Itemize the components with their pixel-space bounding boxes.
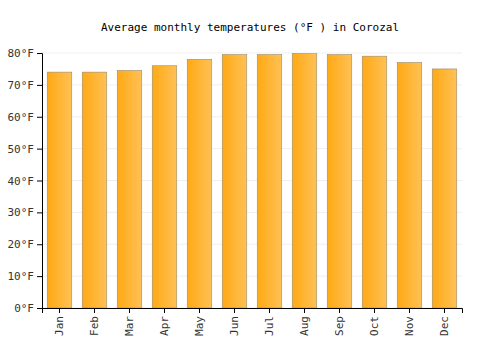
x-tick-label: Mar: [123, 316, 136, 336]
x-tick-label: Apr: [158, 316, 171, 336]
x-tick-label: Sep: [333, 316, 346, 336]
chart-container: 0°F 10°F 20°F 30°F 40°F 50°F 60°F 70°F 80°F Jan Fe…: [0, 0, 500, 350]
x-tick-mark: [129, 308, 130, 313]
x-tick: Apr: [158, 308, 171, 336]
x-tick-label: Nov: [403, 316, 416, 336]
x-tick-mark: [269, 308, 270, 313]
x-tick-mark: [339, 308, 340, 313]
x-tick-mark: [444, 308, 445, 313]
y-tick-label: 0°F: [14, 302, 34, 315]
y-tick-mark: [37, 53, 42, 54]
x-tick-label: Dec: [438, 316, 451, 336]
y-tick: 30°F: [8, 206, 43, 219]
x-tick-label: Aug: [298, 316, 311, 336]
y-tick-mark: [37, 212, 42, 213]
y-tick-label: 10°F: [8, 270, 35, 283]
bar: [82, 72, 107, 308]
x-tick: Oct: [368, 308, 381, 336]
y-axis: 0°F 10°F 20°F 30°F 40°F 50°F 60°F 70°F 80°F: [8, 47, 43, 315]
y-tick: 50°F: [8, 143, 43, 156]
bar: [257, 55, 282, 308]
x-tick-mark: [234, 308, 235, 313]
y-tick-mark: [37, 149, 42, 150]
x-tick-label: Jul: [263, 316, 276, 336]
y-tick-label: 30°F: [8, 206, 35, 219]
grid-line: [42, 53, 462, 54]
x-tick-mark: [409, 308, 410, 313]
bar: [327, 55, 352, 308]
plot-area: 0°F 10°F 20°F 30°F 40°F 50°F 60°F 70°F 80°F Jan Fe…: [8, 47, 463, 336]
y-tick: 40°F: [8, 175, 43, 188]
x-tick-label: Jun: [228, 316, 241, 336]
y-tick-label: 70°F: [8, 79, 35, 92]
y-tick: 10°F: [8, 270, 43, 283]
x-tick: Jan: [53, 308, 66, 336]
x-axis-line: [43, 309, 463, 314]
x-tick-mark: [199, 308, 200, 313]
x-tick: Nov: [403, 308, 416, 336]
x-tick-mark: [164, 308, 165, 313]
x-tick: Sep: [333, 308, 346, 336]
y-tick-label: 20°F: [8, 238, 35, 251]
y-tick-label: 40°F: [8, 175, 35, 188]
x-tick: Jun: [228, 308, 241, 336]
x-tick-mark: [374, 308, 375, 313]
x-tick: Dec: [438, 308, 451, 336]
y-tick-label: 60°F: [8, 111, 35, 124]
bar: [362, 56, 387, 308]
x-tick-mark: [94, 308, 95, 313]
chart-svg: 0°F 10°F 20°F 30°F 40°F 50°F 60°F 70°F 80°F Jan Fe…: [0, 0, 500, 350]
x-tick-label: Oct: [368, 316, 381, 336]
y-tick: 0°F: [14, 302, 42, 315]
y-tick: 60°F: [8, 111, 43, 124]
x-tick: Mar: [123, 308, 136, 336]
y-tick: 80°F: [8, 47, 43, 60]
bar: [292, 53, 317, 308]
y-tick-mark: [37, 276, 42, 277]
x-axis: Jan Feb Mar Apr May Jun Jul Aug Sep Oct Nov Dec: [43, 308, 463, 336]
bar: [432, 69, 457, 308]
y-tick: 20°F: [8, 238, 43, 251]
title: Average monthly temperatures (°F ) in Co…: [101, 21, 399, 34]
y-tick-mark: [37, 85, 42, 86]
bar: [187, 59, 212, 308]
bar: [152, 66, 177, 308]
x-tick: May: [193, 308, 206, 336]
y-axis-line: [37, 54, 43, 309]
y-tick-mark: [37, 117, 42, 118]
bar: [397, 63, 422, 308]
grid: [42, 53, 462, 308]
x-tick: Feb: [88, 308, 101, 336]
x-tick-label: Jan: [53, 316, 66, 336]
y-tick-label: 50°F: [8, 143, 35, 156]
y-tick: 70°F: [8, 79, 43, 92]
x-tick: Jul: [263, 308, 276, 336]
y-tick-mark: [37, 308, 42, 309]
y-tick-mark: [37, 244, 42, 245]
y-tick-mark: [37, 181, 42, 182]
x-tick-label: Feb: [88, 316, 101, 336]
bar: [222, 55, 247, 308]
bars: [47, 53, 457, 308]
x-tick-mark: [304, 308, 305, 313]
bar: [47, 72, 72, 308]
y-tick-label: 80°F: [8, 47, 35, 60]
x-tick-mark: [59, 308, 60, 313]
x-tick: Aug: [298, 308, 311, 336]
x-tick-label: May: [193, 316, 206, 336]
bar: [117, 71, 142, 308]
